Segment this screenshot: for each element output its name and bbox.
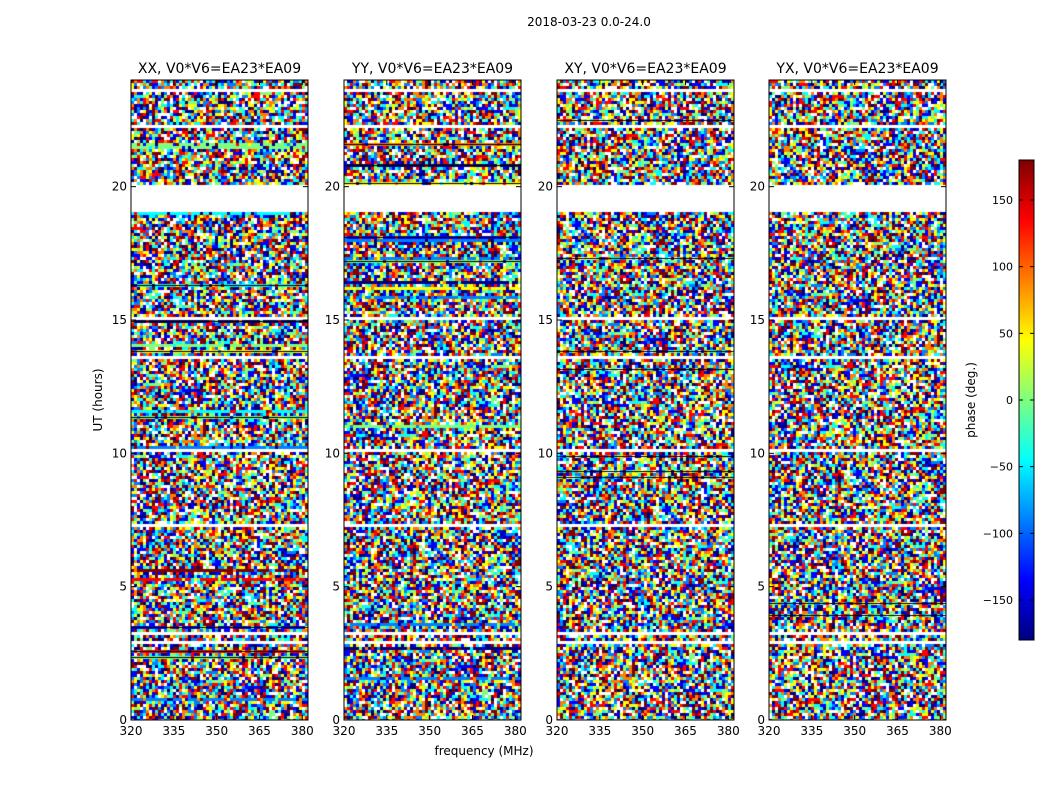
x-tick-label: 320 — [333, 724, 356, 738]
panel-title: XY, V0*V6=EA23*EA09 — [564, 61, 726, 77]
y-tick-label: 10 — [112, 446, 127, 460]
y-tick-label: 15 — [538, 313, 553, 327]
y-tick-label: 10 — [750, 446, 765, 460]
panel-xy: XY, V0*V6=EA23*EA09 320 335 350 365 380 0 5 10 15… — [538, 61, 740, 738]
panel-title: YY, V0*V6=EA23*EA09 — [351, 61, 513, 77]
colorbar: −150 −100 −50 0 50 100 150 — [983, 159, 1035, 641]
x-tick-label: 320 — [758, 724, 781, 738]
y-tick-label: 5 — [545, 580, 553, 594]
panel-yy: YY, V0*V6=EA23*EA09 320 335 350 365 380 0 5 10 15… — [325, 61, 527, 738]
plot-frame — [130, 79, 309, 721]
y-tick-label: 0 — [119, 713, 127, 727]
x-tick-label: 380 — [717, 724, 740, 738]
y-tick-label: 0 — [332, 713, 340, 727]
panel-yx: YX, V0*V6=EA23*EA09 320 335 350 365 380 0 5 10 15… — [750, 61, 952, 738]
x-tick-label: 365 — [461, 724, 484, 738]
y-tick-label: 10 — [325, 446, 340, 460]
colorbar-tick-label: 150 — [992, 194, 1013, 207]
x-tick-label: 350 — [843, 724, 866, 738]
panel-title: YX, V0*V6=EA23*EA09 — [775, 61, 938, 77]
y-tick-label: 5 — [757, 580, 765, 594]
panel-xx: XX, V0*V6=EA23*EA09 320 335 350 365 380 0 5 10 15… — [112, 61, 314, 738]
y-tick-label: 5 — [332, 580, 340, 594]
x-tick-label: 350 — [205, 724, 228, 738]
x-tick-label: 350 — [418, 724, 441, 738]
x-tick-label: 320 — [120, 724, 143, 738]
x-tick-label: 380 — [504, 724, 527, 738]
y-tick-label: 20 — [112, 180, 127, 194]
y-axis-label: UT (hours) — [91, 368, 105, 431]
heatmap-image — [131, 80, 308, 720]
figure-title: 2018-03-23 0.0-24.0 — [527, 15, 651, 29]
heatmap-image — [557, 80, 734, 720]
panels: XX, V0*V6=EA23*EA09 320 335 350 365 380 0 5 10 15… — [112, 61, 952, 738]
x-tick-label: 320 — [546, 724, 569, 738]
x-tick-label: 365 — [248, 724, 271, 738]
y-tick-label: 10 — [538, 446, 553, 460]
x-tick-label: 335 — [375, 724, 398, 738]
heatmap-image — [344, 80, 521, 720]
panel-title: XX, V0*V6=EA23*EA09 — [138, 61, 301, 77]
y-tick-label: 0 — [757, 713, 765, 727]
x-tick-label: 380 — [291, 724, 314, 738]
x-axis-label: frequency (MHz) — [434, 744, 533, 758]
y-tick-label: 0 — [545, 713, 553, 727]
plot-frame — [768, 79, 947, 721]
y-tick-label: 20 — [750, 180, 765, 194]
x-tick-label: 350 — [631, 724, 654, 738]
x-tick-label: 335 — [800, 724, 823, 738]
x-tick-label: 365 — [674, 724, 697, 738]
x-tick-label: 335 — [162, 724, 185, 738]
colorbar-tick-label: −100 — [983, 527, 1013, 540]
y-tick-label: 20 — [325, 180, 340, 194]
colorbar-tick-label: −50 — [990, 461, 1013, 474]
colorbar-tick-label: 100 — [992, 261, 1013, 274]
colorbar-tick-label: 50 — [999, 327, 1013, 340]
y-tick-label: 15 — [112, 313, 127, 327]
colorbar-tick-label: 0 — [1006, 394, 1013, 407]
plot-frame — [343, 79, 522, 721]
x-tick-label: 365 — [886, 724, 909, 738]
colorbar-tick-label: −150 — [983, 594, 1013, 607]
heatmap-image — [769, 80, 946, 720]
y-tick-label: 15 — [750, 313, 765, 327]
y-tick-label: 20 — [538, 180, 553, 194]
x-tick-label: 335 — [588, 724, 611, 738]
y-tick-label: 5 — [119, 580, 127, 594]
plot-frame — [556, 79, 735, 721]
colorbar-label: phase (deg.) — [964, 362, 978, 438]
x-tick-label: 380 — [929, 724, 952, 738]
y-tick-label: 15 — [325, 313, 340, 327]
